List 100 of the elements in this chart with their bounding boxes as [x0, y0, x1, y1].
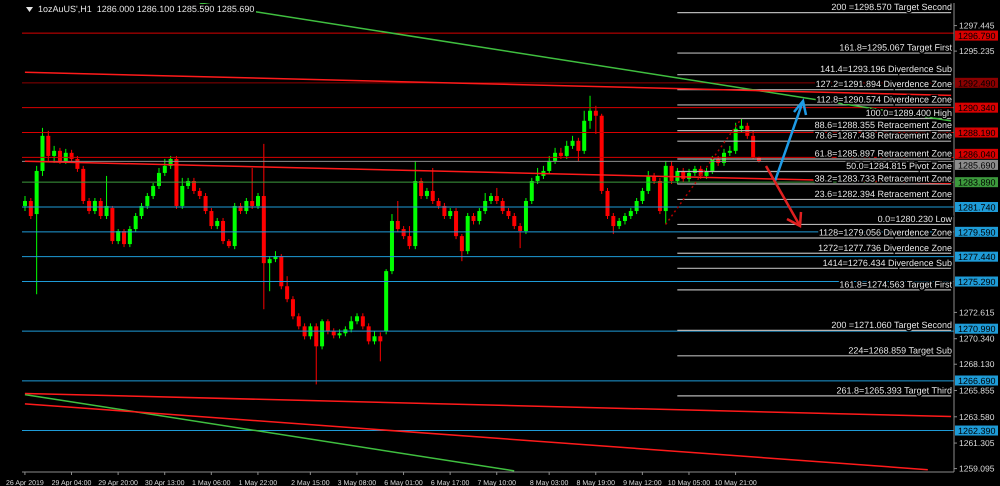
candlestick: [46, 130, 50, 162]
ref-line-label: 23.6=1282.394 Retracement Zone: [814, 188, 952, 199]
candlestick: [268, 256, 272, 292]
candlestick: [472, 212, 476, 225]
ref-line-label: 261.8=1265.393 Target Third: [836, 385, 952, 396]
candlestick: [204, 192, 208, 215]
ref-line-label: 112.8=1290.574 Diverdence Zone: [816, 94, 952, 104]
y-tick-label: 1261.305: [959, 438, 995, 448]
ref-line-label: 141.4=1293.196 Diverdence Sub: [820, 64, 952, 74]
candlestick: [122, 228, 126, 248]
candlestick: [23, 196, 27, 212]
candlestick: [558, 147, 563, 160]
candlestick: [570, 135, 575, 150]
candlestick: [512, 212, 516, 230]
ref-line-label: 1266.690: [958, 376, 996, 386]
ref-line-label: 161.8=1295.067 Target First: [839, 42, 952, 53]
ref-line-label: 1279.590: [958, 227, 996, 238]
candlestick: [489, 192, 493, 204]
y-tick-label: 1297.445: [959, 20, 995, 31]
candlestick: [145, 192, 150, 210]
candlestick: [424, 187, 429, 200]
y-tick-label: 1270.340: [959, 334, 995, 344]
candlestick: [477, 208, 482, 225]
ref-line-label: 0.0=1280.230 Low: [878, 214, 952, 224]
candlestick: [98, 197, 103, 220]
ref-line-label: 1270.990: [958, 324, 996, 334]
y-tick-label: 1263.580: [959, 412, 995, 422]
candlestick: [622, 212, 627, 225]
candlestick: [436, 197, 441, 210]
candlestick: [530, 177, 534, 204]
candlestick: [332, 328, 336, 339]
candlestick: [52, 145, 56, 164]
candlestick: [28, 197, 33, 220]
candlestick: [296, 312, 301, 330]
candlestick: [430, 167, 435, 204]
candlestick: [192, 177, 196, 194]
candlestick: [640, 187, 644, 204]
candlestick: [611, 212, 616, 235]
candlestick: [290, 296, 295, 320]
candlestick: [226, 238, 231, 249]
ref-line-label: 1296.790: [958, 31, 996, 42]
candlestick: [285, 276, 290, 303]
candlestick: [494, 187, 499, 204]
y-tick-label: 1295.235: [959, 46, 995, 56]
y-tick-label: 1272.615: [959, 307, 995, 318]
ref-line-label: 88.6=1288.355 Retracement Zone: [814, 120, 952, 130]
ref-line-label: 1262.390: [958, 426, 996, 436]
candlestick: [378, 332, 382, 362]
candlestick: [518, 222, 522, 249]
candlestick: [349, 316, 354, 333]
candlestick: [396, 200, 400, 233]
candlestick: [302, 322, 307, 340]
candlestick: [209, 208, 214, 230]
candlestick: [360, 312, 365, 330]
candlestick: [215, 217, 220, 230]
ref-line-label: 1281.740: [958, 202, 996, 213]
ref-line-label: 1414=1276.434 Diverdence Sub: [822, 258, 952, 268]
candlestick: [628, 208, 633, 220]
y-tick-label: 1265.855: [959, 386, 995, 396]
candlestick: [366, 322, 371, 345]
ref-line-label: 200 =1271.060 Target Second: [831, 320, 952, 330]
candlestick: [728, 145, 732, 156]
candlestick: [460, 234, 464, 262]
candlestick: [250, 167, 254, 210]
candlestick: [448, 208, 452, 220]
candlestick: [594, 105, 598, 134]
candlestick: [314, 322, 318, 385]
candlestick: [407, 226, 412, 250]
y-tick-label: 1259.095: [959, 464, 995, 474]
ref-line-label: 1272=1277.736 Diverdence Zone: [818, 242, 952, 253]
candlestick: [156, 167, 161, 190]
ref-line-label: 1286.040: [958, 149, 996, 160]
y-tick-label: 1268.130: [959, 359, 995, 370]
candlestick: [576, 137, 580, 162]
candlestick: [506, 208, 510, 220]
candlestick: [588, 95, 592, 130]
candlestick: [564, 140, 569, 160]
ref-line-label: 1283.890: [958, 178, 996, 188]
candlestick: [739, 118, 744, 134]
candlestick: [134, 212, 138, 233]
candlestick: [180, 177, 184, 210]
candlestick: [355, 312, 360, 325]
ref-line-label: 1285.690: [958, 160, 996, 170]
candlestick: [256, 192, 260, 210]
ref-line-label: 1290.340: [958, 103, 996, 114]
candlestick: [308, 322, 312, 340]
candlestick: [338, 328, 342, 339]
ref-line-label: 50.0=1284.815 Pivot Zone: [846, 160, 952, 171]
ref-line-label: 1275.290: [958, 277, 996, 288]
ref-line-label: 1292.490: [958, 78, 996, 88]
ref-line-label: 200 =1298.570 Target Second: [831, 2, 952, 12]
candlestick: [536, 167, 540, 185]
candlestick: [372, 330, 376, 345]
ref-line-label: 1277.440: [958, 252, 996, 262]
candlestick: [162, 158, 167, 176]
candlestick: [198, 187, 202, 200]
candlestick: [128, 226, 132, 248]
ref-line-label: 224=1268.859 Target Sub: [848, 345, 952, 356]
candlestick: [419, 177, 424, 200]
chart-title: 1ozAuUS',H1 1286.000 1286.100 1285.590 1285.690: [36, 4, 256, 14]
